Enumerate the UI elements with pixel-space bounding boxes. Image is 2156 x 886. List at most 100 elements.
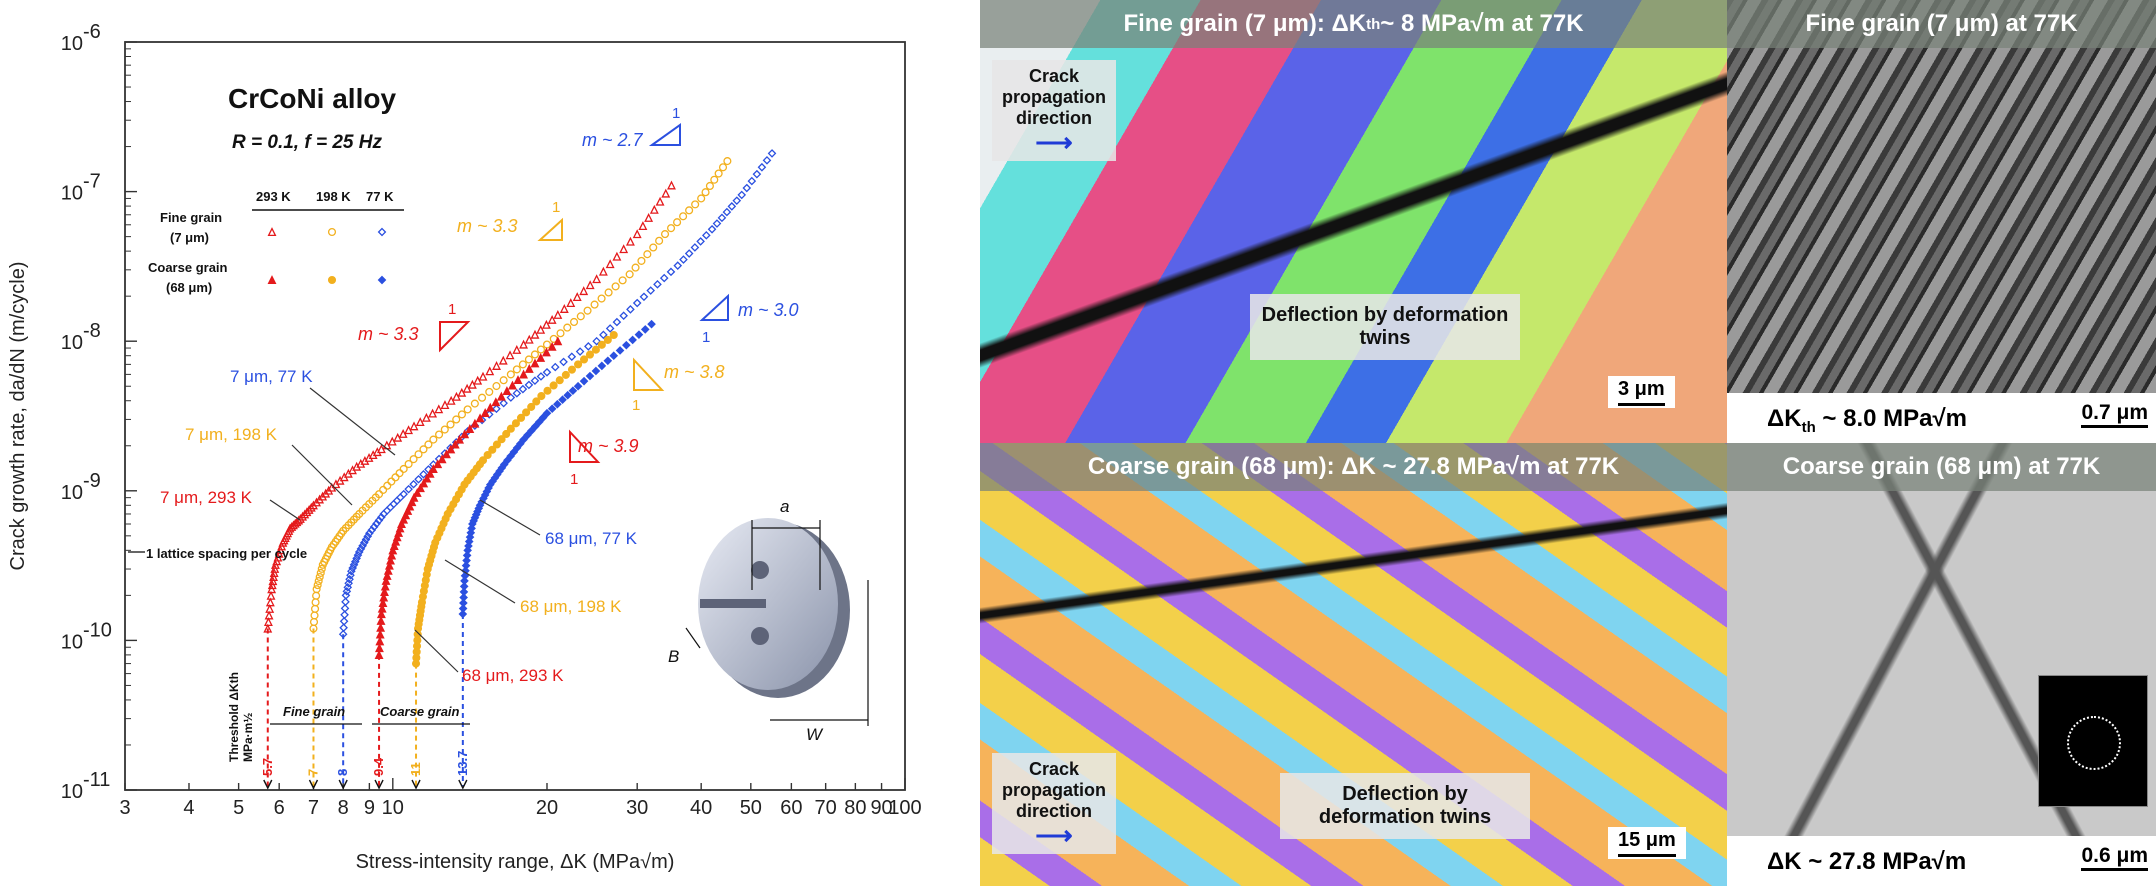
y-tick-exponent: -8 — [83, 320, 101, 342]
slope-triangle: 1 m ~ 3.3 — [358, 301, 471, 353]
data-point — [707, 224, 717, 234]
data-point — [462, 551, 472, 560]
data-point — [536, 352, 546, 362]
data-point — [369, 522, 379, 532]
data-point — [592, 274, 602, 284]
x-tick-label: 70 — [815, 797, 837, 819]
data-point — [511, 419, 520, 428]
svg-text:1: 1 — [570, 471, 578, 488]
twin-deflection-box: Deflection by deformation twins — [1280, 773, 1530, 839]
data-point — [647, 319, 656, 329]
curve-leader — [291, 444, 353, 506]
svg-text:1: 1 — [552, 199, 560, 216]
data-point — [416, 483, 425, 493]
svg-text:MPa·m½: MPa·m½ — [241, 713, 255, 762]
data-point — [505, 350, 515, 360]
data-point — [558, 395, 567, 405]
data-point — [762, 156, 772, 165]
data-point — [599, 330, 608, 340]
data-point — [591, 345, 600, 354]
data-point — [485, 402, 495, 412]
data-point — [379, 592, 389, 602]
data-point — [568, 386, 578, 396]
data-point — [377, 603, 387, 613]
scale-bar: 0.6 μm — [2081, 844, 2148, 871]
data-point — [579, 355, 589, 364]
curve-label: 68 μm, 293 K — [462, 666, 564, 685]
data-point — [459, 587, 469, 597]
data-point — [649, 204, 659, 214]
data-point — [603, 335, 612, 344]
data-point — [638, 221, 648, 231]
data-point — [265, 604, 275, 613]
x-tick-label: 90 — [870, 797, 892, 819]
threshold-value-label: 7 — [305, 769, 320, 776]
legend: 293 K 198 K 77 K Fine grain (7 μm) Coars… — [148, 189, 404, 295]
data-point — [312, 585, 321, 594]
legend-marker — [267, 275, 277, 285]
legend-row-sub: (7 μm) — [170, 230, 209, 245]
data-point — [499, 376, 508, 385]
data-point — [597, 294, 606, 303]
data-point — [382, 570, 392, 580]
data-point — [563, 323, 572, 332]
data-point — [615, 346, 625, 355]
series-6 — [458, 319, 656, 619]
data-point — [634, 330, 644, 339]
data-point — [383, 481, 392, 490]
data-point — [653, 280, 662, 289]
data-point — [612, 317, 622, 327]
data-point — [404, 459, 413, 469]
data-point — [425, 468, 435, 478]
data-point — [435, 430, 444, 439]
data-point — [519, 435, 528, 444]
legend-col-header: 198 K — [316, 189, 351, 204]
data-point — [459, 598, 468, 608]
data-point — [478, 456, 488, 465]
x-tick-label: 10 — [382, 797, 404, 819]
data-point — [579, 376, 589, 386]
data-point — [419, 478, 429, 488]
data-point — [497, 435, 506, 444]
tem-coarse-grain-panel: Coarse grain (68 μm) at 77K ΔK ~ 27.8 MP… — [1727, 443, 2156, 886]
x-tick-label: 40 — [690, 797, 712, 819]
data-point — [556, 329, 565, 338]
data-point — [530, 329, 540, 339]
data-point — [567, 365, 577, 374]
data-point — [644, 213, 654, 222]
data-point — [377, 512, 386, 522]
scale-bar: 15 μm — [1608, 827, 1686, 859]
data-point — [475, 413, 485, 423]
x-tick-label: 100 — [888, 797, 921, 819]
data-point — [409, 479, 418, 489]
x-tick-label: 20 — [536, 797, 558, 819]
data-point — [536, 372, 546, 381]
data-point — [673, 218, 682, 227]
data-point — [625, 270, 634, 279]
data-point — [625, 236, 635, 246]
data-point — [553, 399, 562, 409]
ebsd-fine-header: Fine grain (7 μm): ΔK th ~ 8 MPa√m at 77K — [980, 0, 1727, 48]
data-point — [722, 207, 732, 217]
data-point — [459, 582, 469, 591]
data-point — [412, 488, 422, 497]
data-point — [622, 340, 631, 350]
scale-bar: 3 μm — [1608, 376, 1675, 408]
legend-row-label: Coarse grain — [148, 260, 228, 275]
data-point — [609, 330, 618, 340]
svg-text:m ~ 3.3: m ~ 3.3 — [457, 216, 518, 236]
data-point — [397, 519, 406, 529]
y-tick-exponent: -6 — [83, 21, 101, 43]
threshold-value-label: 5.7 — [260, 758, 275, 776]
data-point — [542, 340, 552, 349]
data-point — [732, 196, 742, 205]
data-point — [583, 306, 592, 315]
data-point — [478, 393, 487, 402]
data-point — [340, 610, 349, 620]
data-point — [555, 376, 564, 385]
data-point — [488, 445, 497, 454]
svg-text:1: 1 — [672, 105, 680, 122]
data-point — [547, 314, 557, 324]
data-point — [655, 196, 665, 206]
slope-annotations: 1 m ~ 2.7 1 m ~ 3.3 1 m ~ 3.3 1 m ~ 3.0 … — [358, 105, 799, 488]
